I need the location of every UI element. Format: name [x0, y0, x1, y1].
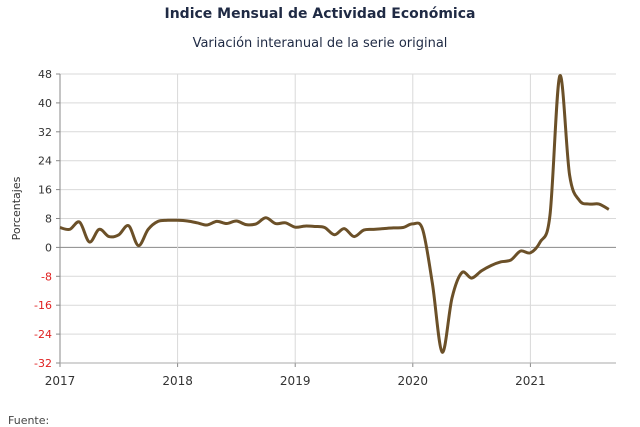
source-note: Fuente: — [8, 414, 49, 427]
x-tick-label: 2021 — [515, 374, 546, 388]
y-tick-label: -8 — [41, 270, 52, 283]
y-tick-label: 48 — [38, 68, 52, 81]
x-tick-label: 2018 — [162, 374, 193, 388]
y-tick-label: -32 — [34, 357, 52, 370]
y-tick-label: 40 — [38, 97, 52, 110]
y-tick-label: 0 — [45, 241, 52, 254]
y-tick-label: 32 — [38, 126, 52, 139]
y-tick-label: -24 — [34, 328, 52, 341]
x-tick-label: 2020 — [398, 374, 429, 388]
series-line — [60, 75, 609, 352]
y-tick-label: 8 — [45, 213, 52, 226]
x-tick-label: 2017 — [45, 374, 76, 388]
y-tick-label: -16 — [34, 299, 52, 312]
y-axis-label: Porcentajes — [10, 176, 23, 240]
y-tick-label: 24 — [38, 155, 52, 168]
y-tick-label: 16 — [38, 184, 52, 197]
x-tick-label: 2019 — [280, 374, 311, 388]
